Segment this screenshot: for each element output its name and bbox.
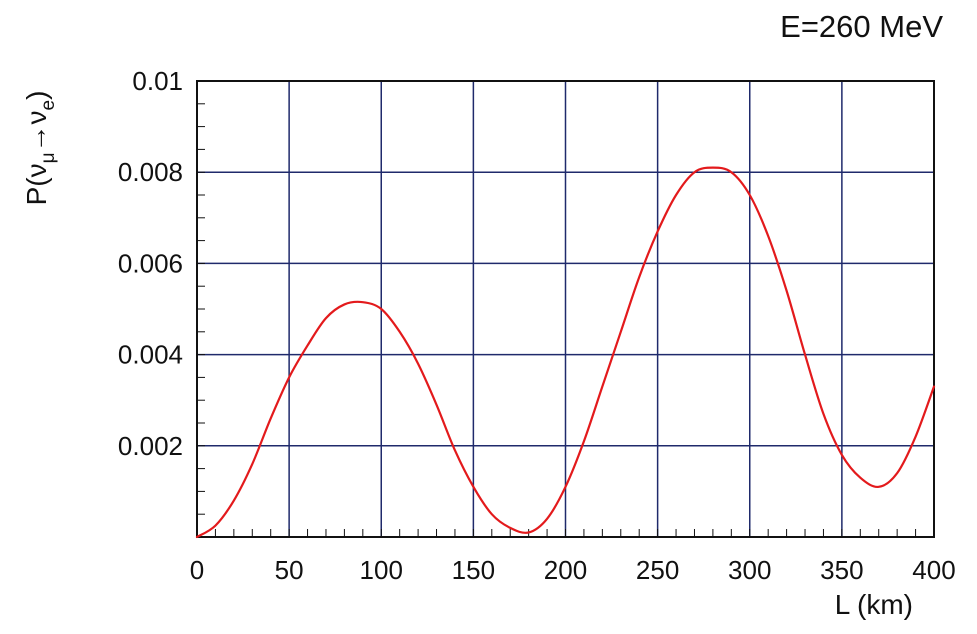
- x-axis-label: L (km): [835, 589, 913, 620]
- y-axis-e-subscript: e: [38, 100, 59, 111]
- curve-layer: [195, 166, 936, 539]
- y-tick-label: 0.01: [132, 66, 183, 96]
- y-axis-suffix: ): [21, 91, 52, 100]
- x-tick-label: 250: [636, 555, 679, 585]
- grid-layer: [197, 81, 934, 537]
- x-tick-label: 300: [728, 555, 771, 585]
- x-tick-label: 50: [275, 555, 304, 585]
- y-tick-layer: 0.002 0.004 0.006 0.008 0.01: [118, 66, 183, 461]
- chart-title: E=260 MeV: [780, 9, 943, 44]
- y-axis-nu: ν: [21, 163, 52, 177]
- y-axis-nu-second: ν: [21, 110, 52, 124]
- y-axis-label: P(νμ→νe): [21, 91, 59, 206]
- y-tick-label: 0.002: [118, 431, 183, 461]
- y-tick-label: 0.006: [118, 248, 183, 278]
- x-tick-label: 0: [190, 555, 204, 585]
- y-axis-prefix: P(: [21, 177, 52, 206]
- x-tick-label: 350: [820, 555, 863, 585]
- x-tick-label: 150: [452, 555, 495, 585]
- y-tick-label: 0.008: [118, 157, 183, 187]
- x-tick-label: 200: [544, 555, 587, 585]
- y-tick-label: 0.004: [118, 340, 183, 370]
- x-tick-label: 100: [360, 555, 403, 585]
- y-axis-mu-subscript: μ: [38, 152, 59, 163]
- x-tick-label: 400: [912, 555, 955, 585]
- oscillation-curve: [195, 166, 936, 539]
- y-axis-arrow: →: [21, 124, 52, 152]
- x-tick-layer: 0 50 100 150 200 250 300 350 400: [190, 555, 956, 585]
